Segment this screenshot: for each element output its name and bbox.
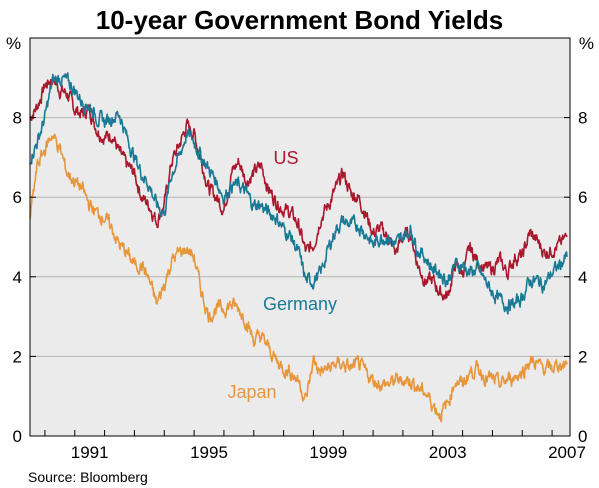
x-axis-ticks: 1991 1995 1999 2003 2007 (44, 430, 586, 462)
y-axis-left-ticks: 0 2 4 6 8 (13, 109, 36, 446)
x-tick-label-1991: 1991 (71, 443, 109, 462)
y-tick-left-0: 0 (13, 427, 22, 446)
series-line-germany (29, 72, 568, 315)
source-note: Source: Bloomberg (28, 469, 148, 485)
y-tick-left-8: 8 (13, 109, 22, 128)
y-axis-left-unit: % (6, 34, 21, 53)
y-axis-right-ticks: 0 2 4 6 8 (564, 109, 587, 446)
x-tick-label-2007: 2007 (548, 443, 586, 462)
x-tick-label-1999: 1999 (309, 443, 347, 462)
series-line-japan (29, 133, 568, 423)
y-tick-right-6: 6 (578, 188, 587, 207)
plot-frame (29, 37, 571, 437)
series-lines (29, 72, 568, 423)
series-label-us: US (273, 148, 298, 168)
plot-area (30, 38, 570, 436)
y-tick-left-6: 6 (13, 188, 22, 207)
y-tick-left-4: 4 (13, 268, 22, 287)
series-label-japan: Japan (227, 382, 276, 402)
y-axis-right-unit: % (579, 34, 594, 53)
y-tick-right-8: 8 (578, 109, 587, 128)
x-tick-label-2003: 2003 (429, 443, 467, 462)
y-tick-left-2: 2 (13, 347, 22, 366)
y-tick-right-4: 4 (578, 268, 587, 287)
series-label-germany: Germany (263, 294, 337, 314)
x-tick-label-1995: 1995 (190, 443, 228, 462)
y-tick-right-0: 0 (578, 427, 587, 446)
chart-title: 10-year Government Bond Yields (96, 5, 503, 35)
y-tick-right-2: 2 (578, 347, 587, 366)
